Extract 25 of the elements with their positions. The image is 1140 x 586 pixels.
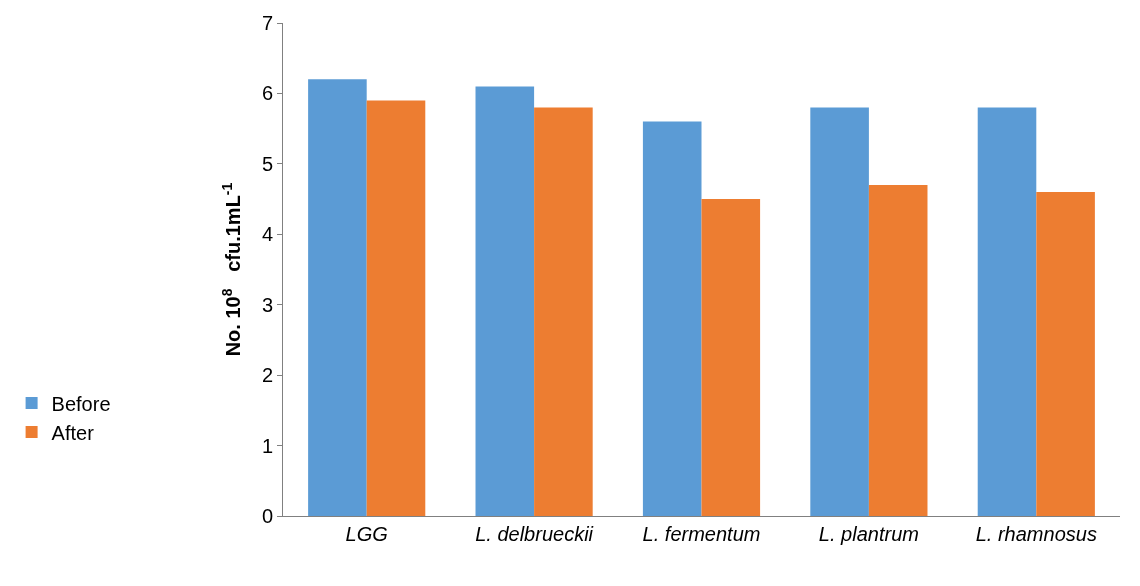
y-tick-label: 7: [261, 12, 273, 34]
x-tick-label: L. rhamnosus: [975, 523, 1097, 545]
x-tick-label: LGG: [345, 523, 388, 545]
x-tick-label: L. plantrum: [818, 523, 919, 545]
legend-label: Before: [51, 392, 111, 415]
bar: [475, 86, 535, 516]
bar: [308, 79, 367, 516]
bar: [1036, 192, 1095, 516]
y-tick-label: 3: [261, 293, 273, 316]
bar: [642, 121, 702, 516]
y-tick-label: 6: [261, 82, 273, 105]
x-tick-label: L. fermentum: [642, 523, 761, 545]
legend-label: After: [51, 421, 95, 444]
bar: [366, 100, 426, 516]
y-tick-label: 4: [261, 223, 273, 246]
x-tick-label: L. delbrueckii: [475, 523, 594, 545]
y-tick-label: 1: [261, 434, 273, 457]
y-tick-label: 2: [261, 364, 273, 387]
y-tick-label: 5: [261, 152, 273, 175]
bar: [701, 199, 761, 516]
y-tick-label: 0: [261, 505, 273, 527]
bar: [534, 107, 593, 516]
bar: [868, 184, 928, 516]
bar: [810, 107, 869, 516]
bar: [977, 107, 1037, 516]
